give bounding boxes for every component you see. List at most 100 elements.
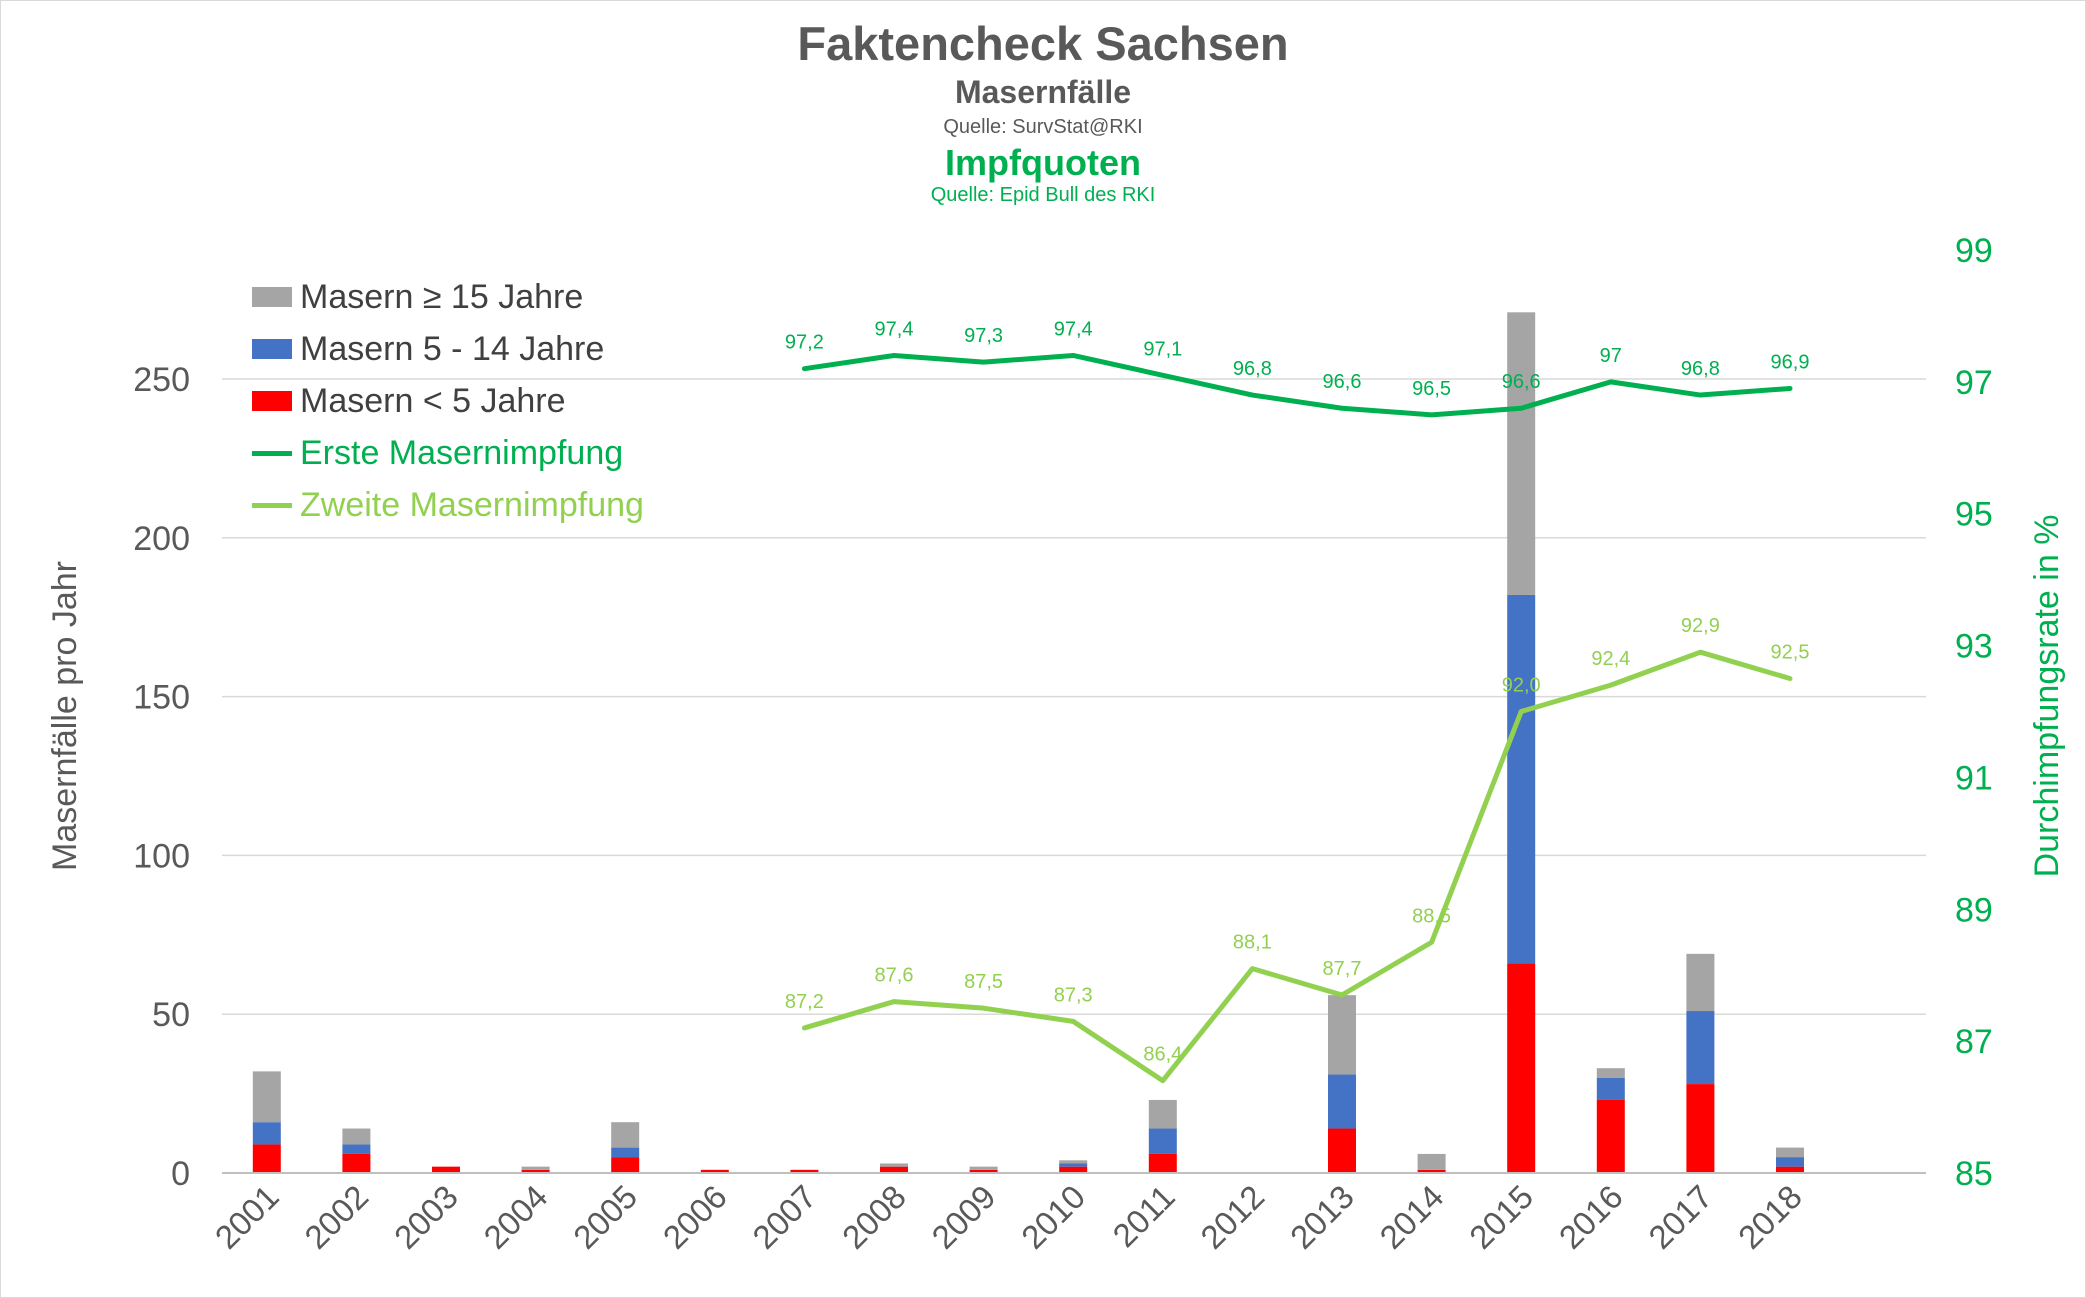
legend-label-lt5: Masern < 5 Jahre <box>300 382 566 420</box>
x-tick-label: 2001 <box>208 1178 286 1256</box>
bar-ge15 <box>1776 1147 1804 1158</box>
y2-tick-label: 95 <box>1955 496 1993 534</box>
y-tick-label: 250 <box>133 361 190 399</box>
data-label: 86,4 <box>1143 1044 1182 1066</box>
bar-ge15 <box>1507 312 1536 595</box>
y-tick-label: 0 <box>171 1155 190 1193</box>
data-label: 88,1 <box>1233 932 1272 954</box>
data-label: 96,9 <box>1771 351 1810 373</box>
y2-tick-label: 85 <box>1955 1155 1993 1193</box>
bar-5-14 <box>1686 1011 1715 1085</box>
bar-lt5 <box>521 1169 550 1173</box>
legend-line-first <box>252 451 292 456</box>
legend-label-ge15: Masern ≥ 15 Jahre <box>300 278 584 316</box>
data-label: 92,4 <box>1591 648 1630 670</box>
data-label: 96,6 <box>1323 371 1362 393</box>
x-tick-label: 2002 <box>297 1178 375 1256</box>
legend-label-first: Erste Masernimpfung <box>300 434 624 472</box>
x-tick-label: 2011 <box>1105 1178 1181 1254</box>
x-tick-label: 2009 <box>924 1178 1002 1256</box>
bar-ge15 <box>1059 1160 1088 1164</box>
data-label: 87,5 <box>964 971 1003 993</box>
chart-title: Faktencheck Sachsen <box>797 17 1289 70</box>
bar-lt5 <box>880 1166 908 1173</box>
legend-swatch-5-14 <box>252 339 292 359</box>
x-tick-label: 2010 <box>1014 1178 1092 1256</box>
bar-ge15 <box>1417 1153 1446 1170</box>
subtitle-measles: Masernfälle <box>954 74 1132 110</box>
bar-lt5 <box>1596 1099 1625 1173</box>
y2-tick-label: 91 <box>1955 759 1993 797</box>
y2-tick-label: 97 <box>1955 364 1993 402</box>
bar-5-14 <box>1507 594 1536 964</box>
bar-lt5 <box>700 1169 729 1173</box>
data-label: 92,9 <box>1681 615 1720 637</box>
legend-label-5-14: Masern 5 - 14 Jahre <box>300 330 605 368</box>
bar-lt5 <box>611 1157 640 1173</box>
data-label: 87,7 <box>1323 958 1362 980</box>
x-tick-label: 2013 <box>1283 1178 1361 1256</box>
y-tick-label: 100 <box>133 837 190 875</box>
x-tick-label: 2008 <box>835 1178 913 1256</box>
y-tick-label: 150 <box>133 679 190 717</box>
x-tick-label: 2007 <box>745 1178 823 1256</box>
data-label-layer: 97,2 97,4 97,3 97,4 97,1 96,8 96,6 96,5 96,6 97 96… <box>785 318 1810 1065</box>
bar-ge15 <box>521 1166 550 1170</box>
y2-tick-label: 89 <box>1955 891 1993 929</box>
data-label: 88,5 <box>1412 905 1451 927</box>
bar-ge15 <box>252 1071 281 1123</box>
source-vaccination: Quelle: Epid Bull des RKI <box>930 184 1156 206</box>
x-tick-label: 2006 <box>656 1178 734 1256</box>
bar-layer <box>252 312 1804 1173</box>
y2-tick-label: 99 <box>1955 232 1993 270</box>
y-tick-label: 200 <box>133 520 190 558</box>
data-label: 96,8 <box>1233 358 1272 380</box>
x-tick-label: 2014 <box>1372 1178 1450 1256</box>
x-tick-label: 2016 <box>1552 1178 1630 1256</box>
data-label: 97,1 <box>1143 338 1182 360</box>
y-axis-title: Masernfälle pro Jahr <box>46 561 84 871</box>
bar-lt5 <box>1148 1153 1177 1173</box>
bar-lt5 <box>252 1144 281 1173</box>
legend-swatch-ge15 <box>252 287 292 307</box>
bar-ge15 <box>1148 1099 1177 1129</box>
data-label: 97,4 <box>1054 318 1093 340</box>
data-label: 96,6 <box>1502 371 1541 393</box>
gridlines <box>222 378 1926 1015</box>
data-label: 97,2 <box>785 332 824 354</box>
line-layer <box>801 352 1793 1084</box>
data-label: 87,3 <box>1054 984 1093 1006</box>
x-tick-label: 2012 <box>1193 1178 1271 1256</box>
bar-ge15 <box>1328 995 1356 1075</box>
data-label: 92,0 <box>1502 675 1541 697</box>
line-second-vaccination <box>801 649 1793 1084</box>
bar-lt5 <box>342 1153 371 1173</box>
x-tick-label: 2003 <box>387 1178 465 1256</box>
y2-tick-label: 93 <box>1955 628 1993 666</box>
bar-5-14 <box>1776 1157 1804 1167</box>
data-label: 97,4 <box>875 318 914 340</box>
y-tick-label: 50 <box>152 996 190 1034</box>
bar-5-14 <box>1059 1163 1088 1167</box>
bar-ge15 <box>342 1128 371 1145</box>
source-measles: Quelle: SurvStat@RKI <box>943 116 1143 138</box>
data-label: 87,6 <box>875 965 914 987</box>
data-label: 87,2 <box>785 991 824 1013</box>
legend-label-second: Zweite Masernimpfung <box>300 486 644 524</box>
bar-lt5 <box>432 1166 460 1173</box>
data-label: 96,8 <box>1681 358 1720 380</box>
x-tick-label: 2017 <box>1641 1178 1719 1256</box>
data-label: 96,5 <box>1412 378 1451 400</box>
y2-axis-title: Durchimpfungsrate in % <box>2028 515 2066 878</box>
bar-ge15 <box>611 1122 640 1148</box>
bar-ge15 <box>880 1163 908 1167</box>
bar-lt5 <box>790 1169 819 1173</box>
bar-lt5 <box>1328 1128 1356 1173</box>
bar-lt5 <box>1507 963 1536 1173</box>
legend-line-second <box>252 503 292 508</box>
bar-lt5 <box>1059 1166 1088 1173</box>
bar-5-14 <box>611 1147 640 1158</box>
x-tick-label: 2015 <box>1462 1178 1540 1256</box>
data-label: 97,3 <box>964 325 1003 347</box>
bar-ge15 <box>969 1166 998 1170</box>
